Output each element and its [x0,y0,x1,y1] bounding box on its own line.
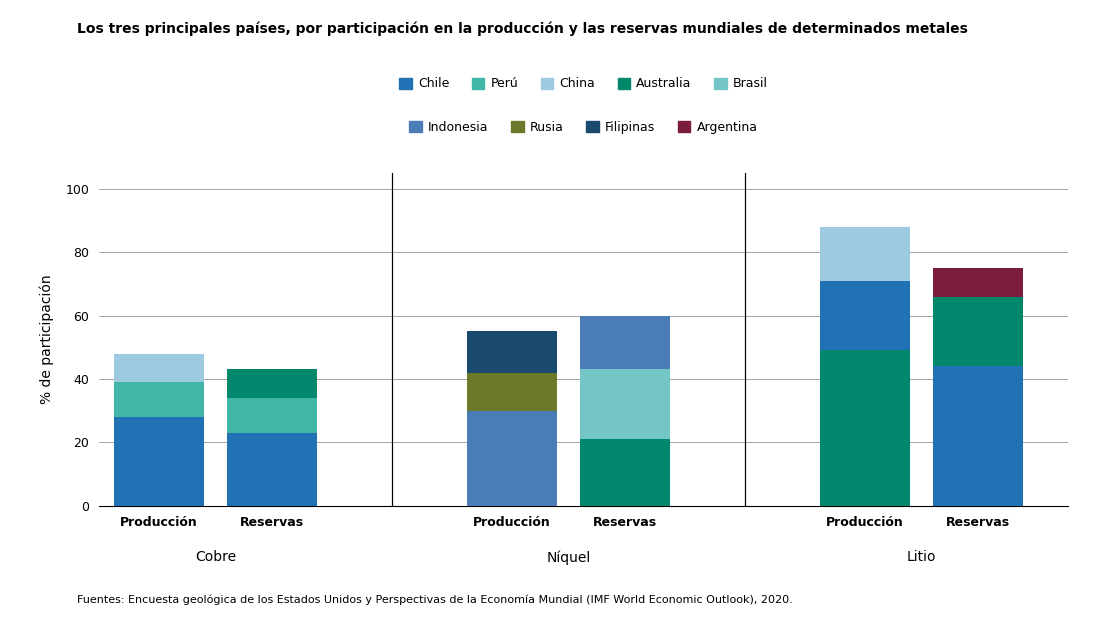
Bar [820,226,911,281]
Bar [115,417,205,506]
Text: Níquel: Níquel [546,550,590,565]
Bar [227,433,317,506]
Bar [467,411,557,506]
Text: Fuentes: Encuesta geológica de los Estados Unidos y Perspectivas de la Economía : Fuentes: Encuesta geológica de los Estad… [77,594,793,605]
Bar [933,268,1023,297]
Y-axis label: % de participación: % de participación [40,275,54,404]
Bar [580,315,669,370]
Bar [933,366,1023,506]
Bar [820,281,911,350]
Bar [115,382,205,417]
Bar [227,398,317,433]
Bar [820,350,911,506]
Text: Cobre: Cobre [195,550,236,565]
Text: Los tres principales países, por participación en la producción y las reservas m: Los tres principales países, por partici… [77,22,968,36]
Bar [227,370,317,398]
Bar [933,297,1023,366]
Bar [467,331,557,373]
Legend: Indonesia, Rusia, Filipinas, Argentina: Indonesia, Rusia, Filipinas, Argentina [404,116,763,139]
Bar [580,370,669,439]
Bar [580,439,669,506]
Bar [467,373,557,411]
Bar [115,354,205,382]
Text: Litio: Litio [907,550,936,565]
